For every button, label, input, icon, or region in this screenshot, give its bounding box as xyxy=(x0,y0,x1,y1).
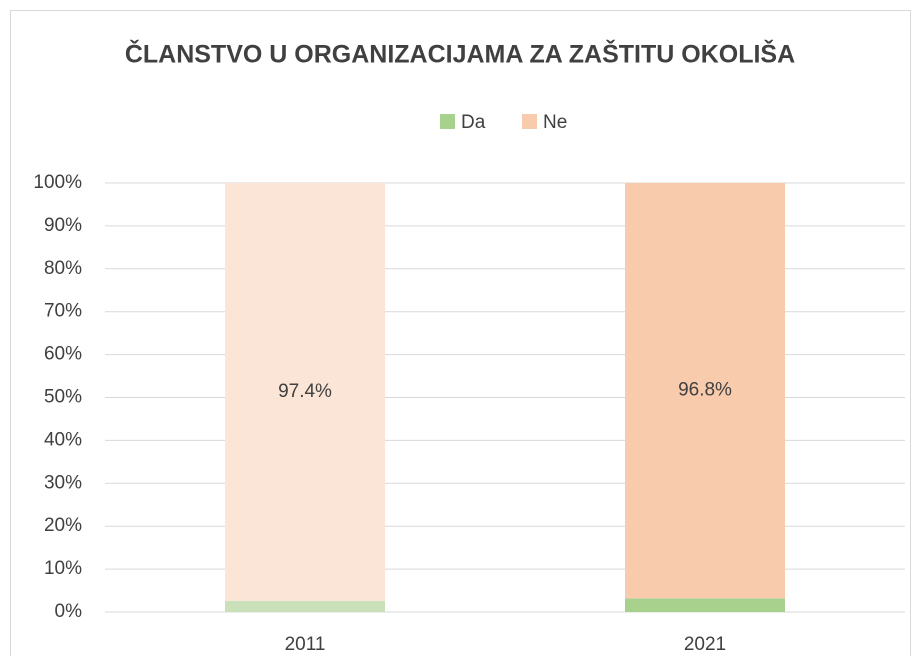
y-tick-label: 60% xyxy=(44,344,82,365)
y-tick-label: 20% xyxy=(44,515,82,536)
y-tick-label: 0% xyxy=(55,601,83,622)
x-tick-label: 2011 xyxy=(285,634,326,655)
y-tick-label: 30% xyxy=(44,472,82,493)
y-tick-label: 100% xyxy=(33,172,82,193)
bar-segment xyxy=(225,600,385,612)
y-tick-label: 50% xyxy=(44,387,82,408)
y-tick-label: 70% xyxy=(44,301,82,322)
chart-title: ČLANSTVO U ORGANIZACIJAMA ZA ZAŠTITU OKO… xyxy=(125,39,795,69)
y-tick-label: 90% xyxy=(44,215,82,236)
bar-segment xyxy=(625,183,785,599)
data-label: 97.4% xyxy=(278,381,332,402)
legend-swatch xyxy=(522,114,537,129)
y-tick-label: 10% xyxy=(44,558,82,579)
legend-label: Da xyxy=(461,112,486,133)
bar-segment xyxy=(625,598,785,612)
y-tick-label: 80% xyxy=(44,258,82,279)
legend-label: Ne xyxy=(543,112,567,133)
y-tick-label: 40% xyxy=(44,429,82,450)
data-label: 96.8% xyxy=(678,380,732,401)
bar-segment xyxy=(225,183,385,601)
x-tick-label: 2021 xyxy=(684,634,726,655)
legend-swatch xyxy=(440,114,455,129)
